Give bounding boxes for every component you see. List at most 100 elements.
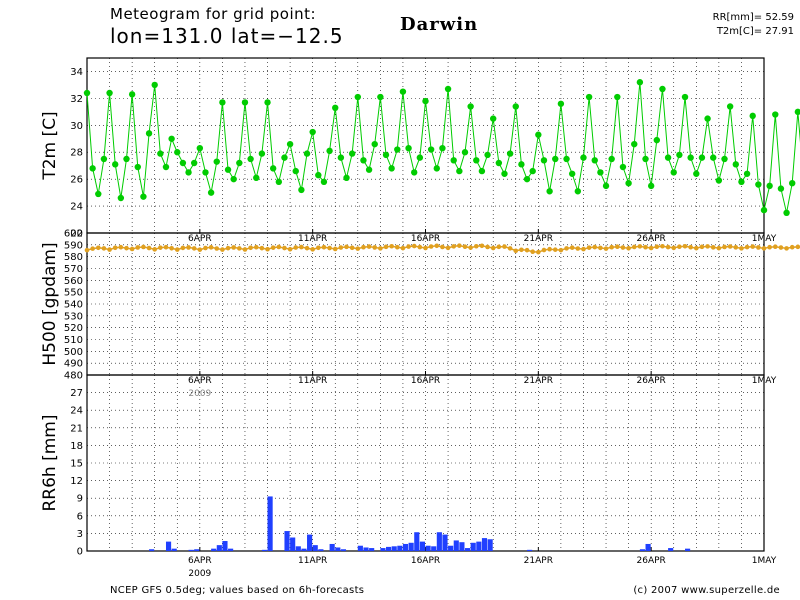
temperature-point (461, 149, 469, 156)
y-tick-label: 18 (70, 441, 83, 452)
geopotential-point (710, 245, 716, 250)
temperature-point (411, 169, 418, 176)
y-tick-label: 28 (70, 148, 83, 159)
geopotential-point (428, 244, 434, 249)
temperature-point (710, 154, 717, 161)
y-tick-label: 24 (70, 202, 83, 213)
temperature-point (659, 85, 666, 93)
geopotential-point (479, 243, 485, 249)
temperature-point (196, 144, 204, 152)
geopotential-point (84, 247, 90, 253)
geopotential-point (513, 248, 519, 254)
precipitation-bar (459, 542, 465, 551)
geopotential-point (519, 247, 524, 253)
chart-title-coordinates: lon=131.0 lat=−12.5 (110, 24, 344, 48)
temperature-point (456, 167, 463, 175)
geopotential-point (293, 245, 299, 250)
precipitation-bar (357, 545, 363, 551)
geopotential-point (310, 247, 315, 252)
temperature-point (292, 167, 299, 175)
geopotential-point (406, 244, 411, 249)
y-tick-label: 3 (77, 529, 83, 540)
geopotential-point (558, 247, 564, 253)
geopotential-point (180, 245, 186, 251)
temperature-point (495, 159, 503, 167)
x-tick-label: 11APR (298, 556, 327, 566)
geopotential-point (141, 244, 146, 250)
geopotential-point (383, 244, 389, 250)
temperature-point (190, 159, 198, 167)
x-tick-label: 26APR (637, 234, 666, 244)
temperature-point (653, 136, 661, 144)
geopotential-point (231, 245, 236, 250)
geopotential-point (722, 244, 727, 250)
geopotential-point (332, 246, 338, 252)
precipitation-bar (464, 548, 471, 551)
y-axis-label: T2m [C] (40, 111, 60, 180)
temperature-point (140, 193, 147, 200)
y-tick-label: 15 (70, 459, 83, 470)
geopotential-point (186, 245, 191, 250)
x-tick-label: 6APR (188, 376, 212, 386)
temperature-point (704, 115, 711, 122)
temperature-point (490, 115, 497, 122)
geopotential-point (270, 245, 276, 250)
y-tick-label: 600 (64, 229, 83, 240)
precipitation-bar (645, 543, 651, 551)
temperature-point (253, 174, 260, 182)
geopotential-point (507, 246, 513, 251)
y-tick-label: 9 (77, 494, 83, 505)
x-tick-label: 6APR (188, 556, 212, 566)
precipitation-bar (171, 548, 177, 551)
temperature-point (303, 150, 311, 157)
temperature-point (670, 169, 677, 176)
geopotential-point (536, 249, 541, 255)
temperature-point (794, 108, 800, 116)
x-tick-label: 21APR (524, 234, 553, 244)
geopotential-point (129, 246, 135, 252)
y-tick-label: 30 (70, 121, 83, 132)
geopotential-point (107, 247, 112, 252)
temperature-point (128, 91, 136, 98)
geopotential-point (795, 244, 800, 250)
precipitation-bar (295, 546, 301, 551)
y-axis-label: RR6h [mm] (40, 414, 60, 511)
geopotential-point (552, 247, 558, 252)
precipitation-bar (261, 549, 268, 551)
data-source-note: NCEP GFS 0.5deg; values based on 6h-fore… (110, 585, 365, 596)
geopotential-point (671, 245, 677, 251)
temperature-point (95, 190, 102, 198)
x-tick-label: 26APR (637, 556, 666, 566)
temperature-point (134, 163, 141, 171)
temperature-point (625, 179, 632, 187)
geopotential-point (434, 243, 440, 249)
geopotential-point (287, 246, 293, 252)
geopotential-point (694, 245, 699, 251)
geopotential-point (389, 243, 394, 249)
temperature-point (377, 93, 384, 101)
y-tick-label: 26 (70, 175, 83, 186)
precipitation-bar (419, 541, 425, 551)
x-tick-label: 16APR (411, 376, 440, 386)
temperature-point (298, 186, 305, 194)
geopotential-point (259, 245, 265, 251)
temperature-point (738, 178, 745, 186)
temperature-point (529, 167, 536, 175)
geopotential-point (569, 245, 575, 250)
precipitation-bar (425, 545, 431, 551)
temperature-point (382, 151, 390, 159)
geopotential-point (631, 244, 637, 250)
geopotential-point (237, 246, 242, 251)
geopotential-point (496, 244, 502, 250)
temperature-point (715, 177, 723, 184)
temperature-point (766, 182, 773, 190)
temperature-point (789, 179, 796, 187)
temperature-point (749, 112, 756, 120)
temperature-point (602, 182, 610, 190)
temperature-point (174, 149, 181, 156)
temperature-point (309, 128, 316, 136)
geopotential-point (750, 244, 756, 249)
precipitation-bar (386, 546, 392, 551)
geopotential-point (744, 244, 750, 250)
